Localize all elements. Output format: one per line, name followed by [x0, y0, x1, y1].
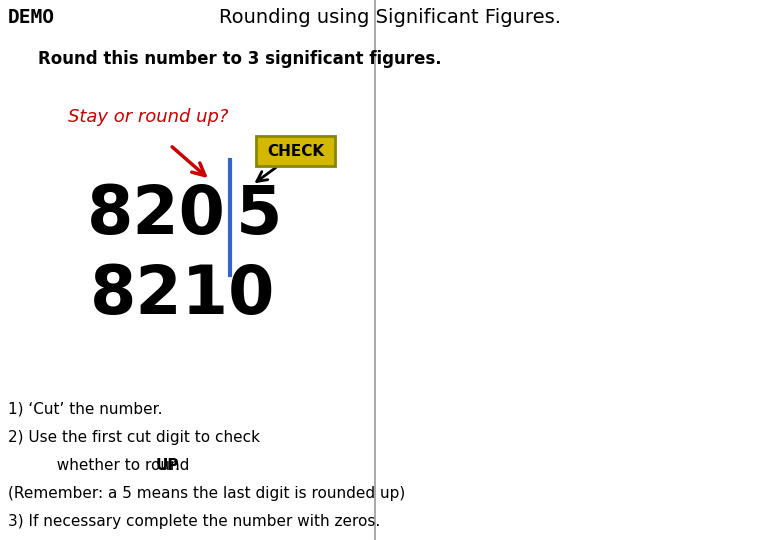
Text: 1) ‘Cut’ the number.: 1) ‘Cut’ the number.: [8, 402, 162, 417]
Text: CHECK: CHECK: [267, 144, 324, 159]
FancyBboxPatch shape: [256, 136, 335, 166]
Text: 5: 5: [236, 182, 282, 248]
Text: 8210: 8210: [90, 262, 275, 328]
Text: Stay or round up?: Stay or round up?: [68, 108, 229, 126]
Text: 2) Use the first cut digit to check: 2) Use the first cut digit to check: [8, 430, 260, 445]
Text: .: .: [174, 458, 179, 473]
Text: UP: UP: [156, 458, 179, 473]
Text: 3) If necessary complete the number with zeros.: 3) If necessary complete the number with…: [8, 514, 381, 529]
Text: whether to round: whether to round: [8, 458, 194, 473]
Text: 820: 820: [87, 182, 226, 248]
Text: (Remember: a 5 means the last digit is rounded up): (Remember: a 5 means the last digit is r…: [8, 486, 406, 501]
Text: Round this number to 3 significant figures.: Round this number to 3 significant figur…: [38, 50, 441, 68]
Text: DEMO: DEMO: [8, 8, 55, 27]
Text: Rounding using Significant Figures.: Rounding using Significant Figures.: [219, 8, 561, 27]
